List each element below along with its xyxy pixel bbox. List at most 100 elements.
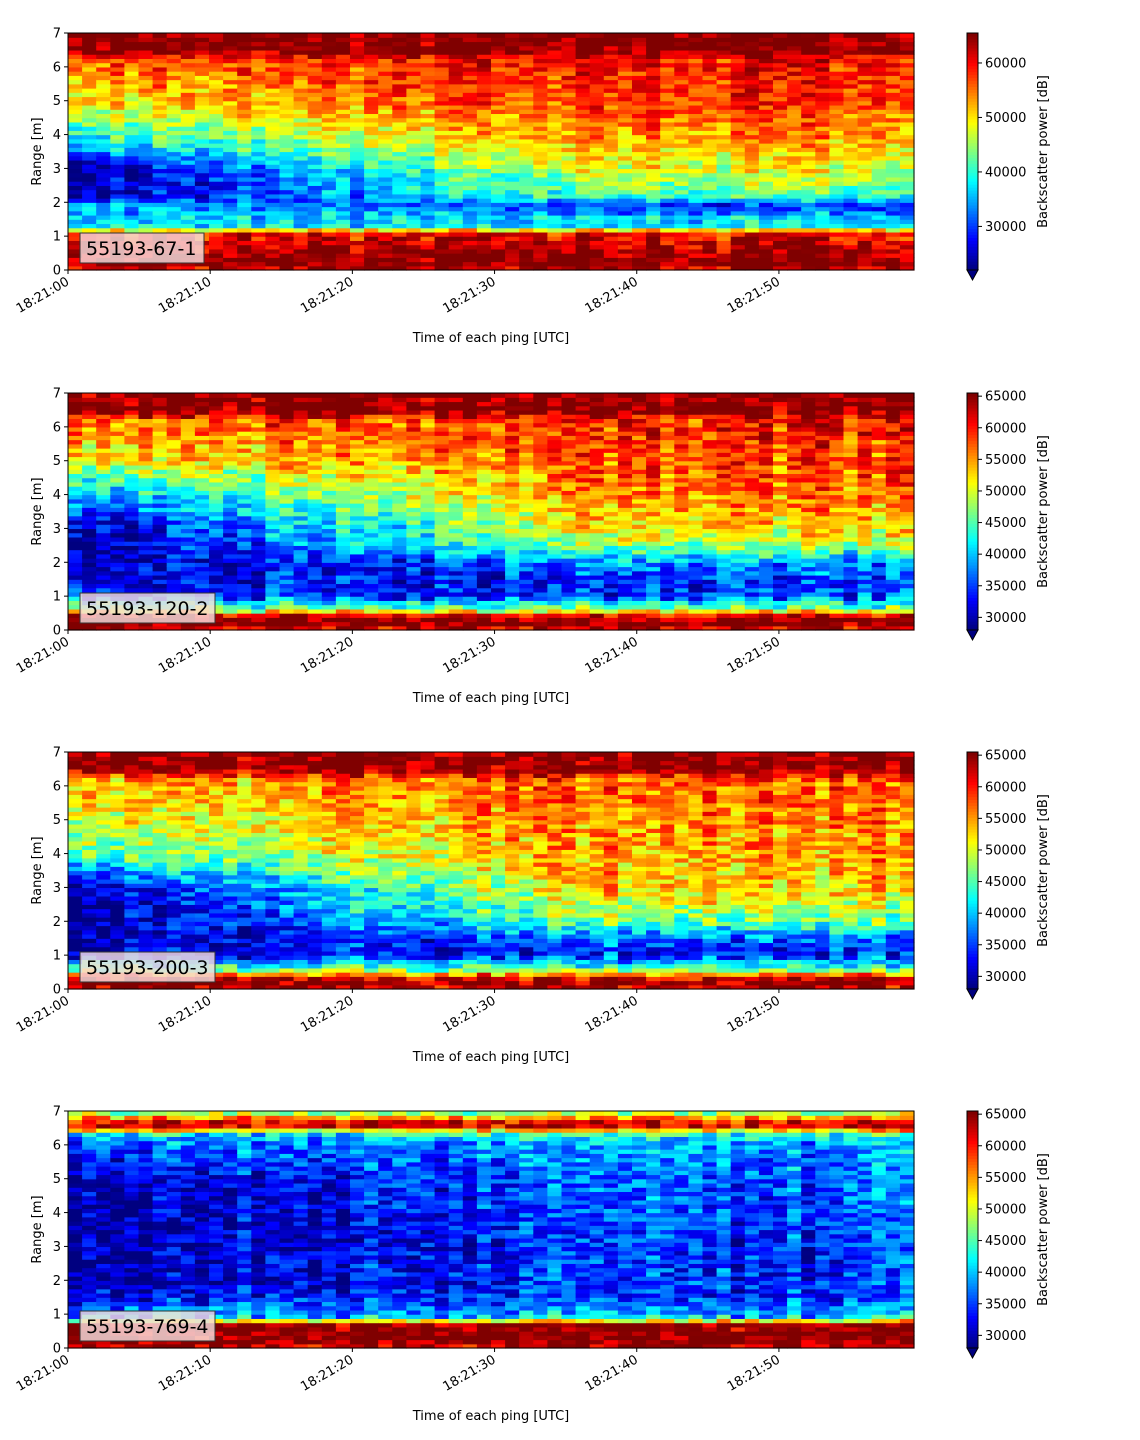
heatmap-cell [731, 37, 746, 42]
heatmap-cell [280, 130, 295, 135]
heatmap-cell [167, 541, 182, 546]
heatmap-cell [139, 452, 154, 457]
heatmap-cell [124, 473, 139, 478]
heatmap-cell [900, 122, 915, 127]
heatmap-cell [96, 58, 111, 63]
heatmap-cell [787, 228, 802, 233]
heatmap-cell [844, 126, 859, 131]
heatmap-cell [674, 113, 689, 118]
heatmap-cell [449, 67, 464, 72]
heatmap-cell [251, 520, 266, 525]
heatmap-cell [731, 190, 746, 195]
heatmap-cell [139, 558, 154, 563]
heatmap-cell [646, 152, 661, 157]
heatmap-cell [378, 583, 393, 588]
heatmap-cell [68, 143, 83, 148]
heatmap-cell [223, 168, 238, 173]
heatmap-cell [378, 482, 393, 487]
heatmap-cell [378, 156, 393, 161]
heatmap-cell [265, 156, 280, 161]
heatmap-cell [336, 617, 351, 622]
heatmap-cell [237, 541, 252, 546]
heatmap-cell [153, 558, 168, 563]
heatmap-cell [844, 67, 859, 72]
heatmap-cell [392, 211, 407, 216]
heatmap-cell [900, 185, 915, 190]
heatmap-cell [251, 177, 266, 182]
heatmap-cell [82, 558, 97, 563]
heatmap-cell [308, 84, 323, 89]
heatmap-cell [110, 579, 125, 584]
heatmap-cell [491, 253, 506, 258]
heatmap-cell [604, 139, 619, 144]
heatmap-cell [378, 236, 393, 241]
heatmap-cell [477, 63, 492, 68]
heatmap-cell [237, 92, 252, 97]
heatmap-cell [872, 50, 887, 55]
heatmap-cell [251, 592, 266, 597]
heatmap-cell [717, 135, 732, 140]
heatmap-cell [844, 160, 859, 165]
heatmap-cell [787, 236, 802, 241]
heatmap-cell [223, 105, 238, 110]
heatmap-cell [265, 130, 280, 135]
heatmap-cell [688, 113, 703, 118]
heatmap-cell [280, 414, 295, 419]
heatmap-cell [406, 135, 421, 140]
heatmap-cell [435, 232, 450, 237]
heatmap-cell [801, 185, 816, 190]
heatmap-cell [167, 92, 182, 97]
heatmap-cell [96, 465, 111, 470]
heatmap-cell [703, 194, 718, 199]
heatmap-cell [491, 84, 506, 89]
heatmap-cell [167, 80, 182, 85]
heatmap-cell [421, 503, 436, 508]
heatmap-cell [773, 58, 788, 63]
heatmap-cell [435, 486, 450, 491]
heatmap-cell [463, 177, 478, 182]
heatmap-cell [872, 58, 887, 63]
heatmap-cell [223, 622, 238, 627]
heatmap-cell [237, 88, 252, 93]
heatmap-cell [421, 228, 436, 233]
heatmap-cell [124, 478, 139, 483]
heatmap-cell [68, 147, 83, 152]
heatmap-cell [209, 448, 224, 453]
heatmap-cell [265, 160, 280, 165]
heatmap-cell [491, 219, 506, 224]
heatmap-cell [547, 67, 562, 72]
heatmap-cell [336, 495, 351, 500]
heatmap-cell [209, 440, 224, 445]
heatmap-cell [209, 397, 224, 402]
heatmap-cell [604, 71, 619, 76]
heatmap-cell [406, 126, 421, 131]
heatmap-cell [280, 177, 295, 182]
heatmap-cell [124, 223, 139, 228]
heatmap-cell [717, 37, 732, 42]
heatmap-cell [787, 54, 802, 59]
heatmap-cell [68, 194, 83, 199]
heatmap-cell [576, 240, 591, 245]
heatmap-cell [110, 583, 125, 588]
heatmap-cell [308, 486, 323, 491]
heatmap-cell [308, 223, 323, 228]
heatmap-cell [110, 105, 125, 110]
heatmap-cell [153, 147, 168, 152]
heatmap-cell [717, 232, 732, 237]
heatmap-cell [209, 198, 224, 203]
heatmap-cell [844, 245, 859, 250]
heatmap-cell [815, 126, 830, 131]
heatmap-cell [237, 401, 252, 406]
heatmap-cell [392, 406, 407, 411]
heatmap-cell [674, 207, 689, 212]
heatmap-cell [815, 245, 830, 250]
heatmap-cell [590, 118, 605, 123]
heatmap-cell [68, 156, 83, 161]
heatmap-cell [265, 37, 280, 42]
heatmap-cell [660, 46, 675, 51]
heatmap-cell [181, 490, 196, 495]
heatmap-cell [801, 135, 816, 140]
heatmap-cell [139, 541, 154, 546]
heatmap-cell [787, 219, 802, 224]
heatmap-cell [364, 550, 379, 555]
